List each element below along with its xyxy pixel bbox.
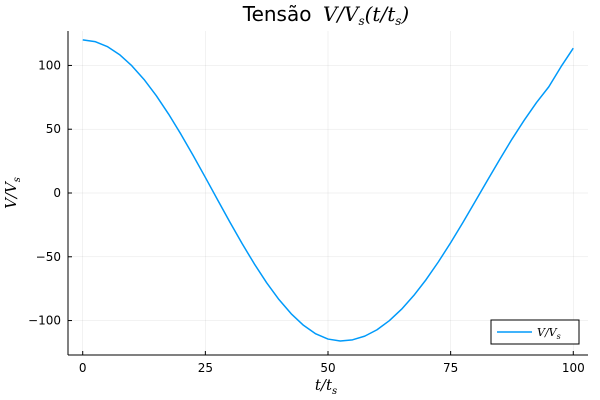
series-group [82, 39, 574, 342]
y-tick-label: 50 [46, 122, 61, 136]
y-tick-label: 0 [53, 186, 61, 200]
y-tick-label: −100 [28, 314, 61, 328]
x-tick-label: 0 [79, 361, 87, 375]
y-tick-label: 100 [38, 58, 61, 72]
y-axis-ticks: −100 −50 0 50 100 [28, 58, 72, 328]
x-tick-label: 50 [320, 361, 335, 375]
x-axis-label: t/ts [315, 376, 337, 397]
legend-label: V/Vs [537, 326, 561, 341]
x-tick-label: 75 [443, 361, 458, 375]
series-line [82, 39, 574, 342]
x-tick-label: 25 [198, 361, 213, 375]
x-tick-label: 100 [562, 361, 585, 375]
grid-lines [68, 31, 588, 355]
x-axis-ticks: 0 25 50 75 100 [79, 351, 585, 375]
y-tick-label: −50 [36, 250, 61, 264]
chart-title: Tensão V/Vs(t/ts) [242, 2, 409, 28]
legend: V/Vs [490, 319, 580, 345]
y-axis-label: V/Vs [2, 177, 23, 209]
